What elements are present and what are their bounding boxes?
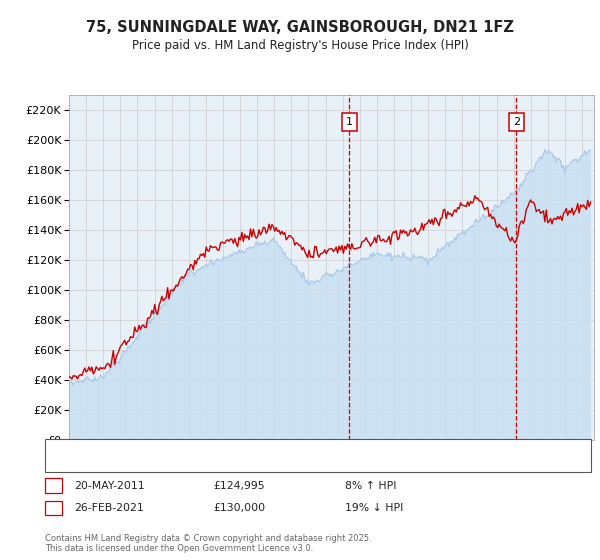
Text: 2: 2 — [50, 503, 57, 513]
Text: HPI: Average price, semi-detached house, West Lindsey: HPI: Average price, semi-detached house,… — [70, 459, 343, 468]
Text: Price paid vs. HM Land Registry's House Price Index (HPI): Price paid vs. HM Land Registry's House … — [131, 39, 469, 52]
Text: 2: 2 — [512, 117, 520, 127]
Text: Contains HM Land Registry data © Crown copyright and database right 2025.
This d: Contains HM Land Registry data © Crown c… — [45, 534, 371, 553]
Text: 1: 1 — [346, 117, 353, 127]
Text: 20-MAY-2011: 20-MAY-2011 — [74, 480, 145, 491]
Text: 26-FEB-2021: 26-FEB-2021 — [74, 503, 143, 513]
Text: £130,000: £130,000 — [213, 503, 265, 513]
Text: 8% ↑ HPI: 8% ↑ HPI — [345, 480, 397, 491]
Text: 19% ↓ HPI: 19% ↓ HPI — [345, 503, 403, 513]
Text: —: — — [52, 441, 68, 456]
Text: 75, SUNNINGDALE WAY, GAINSBOROUGH, DN21 1FZ (semi-detached house): 75, SUNNINGDALE WAY, GAINSBOROUGH, DN21 … — [70, 443, 443, 453]
Text: £124,995: £124,995 — [213, 480, 265, 491]
Text: 1: 1 — [50, 480, 57, 491]
Text: 75, SUNNINGDALE WAY, GAINSBOROUGH, DN21 1FZ: 75, SUNNINGDALE WAY, GAINSBOROUGH, DN21 … — [86, 20, 514, 35]
Text: —: — — [52, 456, 68, 471]
